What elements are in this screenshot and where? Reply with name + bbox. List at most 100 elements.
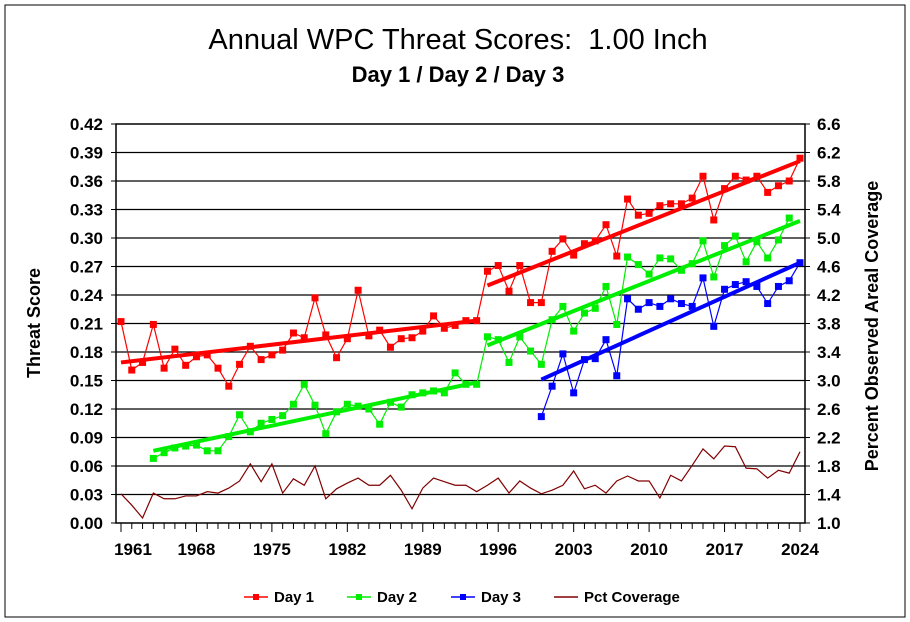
y2-tick-label: 1.4 (817, 486, 841, 505)
data-point (591, 355, 599, 363)
data-point (343, 335, 351, 343)
data-point (721, 285, 729, 293)
x-tick-label: 1989 (404, 540, 442, 559)
data-point (774, 282, 782, 290)
data-point (203, 351, 211, 359)
data-point (236, 411, 244, 419)
y-tick-label: 0.36 (70, 172, 103, 191)
data-point (160, 449, 168, 457)
data-point (236, 360, 244, 368)
data-point (354, 402, 362, 410)
series-line-pct-coverage (120, 445, 801, 520)
data-point (343, 400, 351, 408)
x-tick-label: 1982 (328, 540, 366, 559)
data-point (300, 334, 308, 342)
data-point (117, 318, 125, 326)
data-point (667, 200, 675, 208)
data-point (516, 262, 524, 270)
data-point (634, 305, 642, 313)
data-point (386, 398, 394, 406)
y-tick-label: 0.21 (70, 315, 103, 334)
data-point (731, 281, 739, 289)
data-point (192, 441, 200, 449)
data-point (192, 353, 200, 361)
data-point (753, 282, 761, 290)
y2-tick-label: 3.0 (817, 372, 841, 391)
data-point (408, 334, 416, 342)
data-point (796, 154, 804, 162)
data-point (354, 286, 362, 294)
data-point (688, 260, 696, 268)
y2-tick-label: 6.2 (817, 144, 841, 163)
y-tick-label: 0.42 (70, 115, 103, 134)
data-point (440, 389, 448, 397)
data-point (548, 382, 556, 390)
data-point (699, 274, 707, 282)
data-point (300, 380, 308, 388)
y-tick-label: 0.33 (70, 201, 103, 220)
data-point (580, 240, 588, 248)
data-point (419, 327, 427, 335)
legend-label: Day 2 (377, 589, 417, 606)
legend-label: Day 3 (481, 589, 521, 606)
data-point (774, 236, 782, 244)
data-point (624, 253, 632, 261)
y2-tick-label: 4.6 (817, 258, 841, 277)
data-point (397, 403, 405, 411)
data-point (645, 299, 653, 307)
chart-title: Annual WPC Threat Scores: 1.00 Inch (208, 24, 707, 56)
y2-tick-label: 2.2 (817, 429, 841, 448)
data-point (645, 270, 653, 278)
data-point (634, 211, 642, 219)
y-tick-label: 0.30 (70, 229, 103, 248)
x-tick-label: 1968 (178, 540, 216, 559)
y-tick-label: 0.00 (70, 514, 103, 533)
data-point (537, 413, 545, 421)
legend-item: Day 1 (244, 589, 314, 606)
y-tick-label: 0.03 (70, 486, 103, 505)
data-point (214, 364, 222, 372)
data-point (570, 251, 578, 259)
data-point (516, 333, 524, 341)
data-point (602, 336, 610, 344)
data-point (246, 342, 254, 350)
data-point (591, 237, 599, 245)
data-point (656, 254, 664, 262)
y-axis-label: Threat Score (24, 268, 44, 378)
y-tick-label: 0.27 (70, 258, 103, 277)
data-point (559, 350, 567, 358)
data-point (160, 364, 168, 372)
data-point (731, 172, 739, 180)
data-point (602, 282, 610, 290)
data-point (785, 214, 793, 222)
y2-tick-label: 1.0 (817, 514, 841, 533)
data-point (570, 327, 578, 335)
data-point (624, 295, 632, 303)
data-point (764, 300, 772, 308)
data-point (613, 320, 621, 328)
data-point (764, 254, 772, 262)
data-point (462, 380, 470, 388)
y2-tick-label: 5.8 (817, 172, 841, 191)
data-point (753, 238, 761, 246)
data-point (559, 235, 567, 243)
data-point (527, 347, 535, 355)
data-point (677, 200, 685, 208)
data-point (268, 351, 276, 359)
data-point (322, 331, 330, 339)
data-point (182, 361, 190, 369)
data-point (677, 300, 685, 308)
data-point (246, 428, 254, 436)
data-point (494, 336, 502, 344)
data-point (451, 369, 459, 377)
data-point (483, 333, 491, 341)
data-point (613, 252, 621, 260)
data-point (279, 412, 287, 420)
data-point (785, 177, 793, 185)
data-point (257, 356, 265, 364)
legend-label: Day 1 (274, 589, 314, 606)
data-point (386, 343, 394, 351)
data-point (268, 415, 276, 423)
